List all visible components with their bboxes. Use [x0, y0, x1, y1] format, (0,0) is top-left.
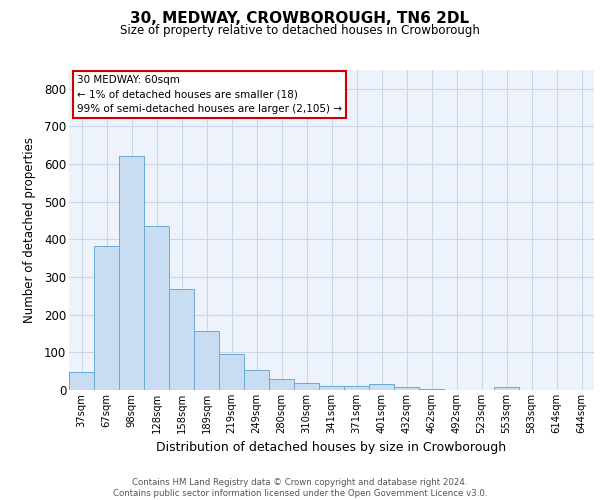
Bar [194, 331, 219, 390]
Bar [169, 289, 194, 390]
X-axis label: Distribution of detached houses by size in Crowborough: Distribution of detached houses by size … [157, 442, 506, 454]
Bar [69, 372, 94, 390]
Bar [394, 387, 419, 390]
Bar [369, 384, 394, 390]
Text: 30 MEDWAY: 60sqm
← 1% of detached houses are smaller (18)
99% of semi-detached h: 30 MEDWAY: 60sqm ← 1% of detached houses… [77, 75, 342, 114]
Bar [344, 386, 369, 390]
Bar [494, 388, 519, 390]
Text: 30, MEDWAY, CROWBOROUGH, TN6 2DL: 30, MEDWAY, CROWBOROUGH, TN6 2DL [130, 11, 470, 26]
Bar [269, 379, 294, 390]
Y-axis label: Number of detached properties: Number of detached properties [23, 137, 35, 323]
Text: Size of property relative to detached houses in Crowborough: Size of property relative to detached ho… [120, 24, 480, 37]
Bar [119, 156, 144, 390]
Text: Contains HM Land Registry data © Crown copyright and database right 2024.
Contai: Contains HM Land Registry data © Crown c… [113, 478, 487, 498]
Bar [244, 370, 269, 390]
Bar [94, 246, 119, 390]
Bar [294, 383, 319, 390]
Bar [219, 354, 244, 390]
Bar [419, 389, 444, 390]
Bar [144, 226, 169, 390]
Bar [319, 386, 344, 390]
